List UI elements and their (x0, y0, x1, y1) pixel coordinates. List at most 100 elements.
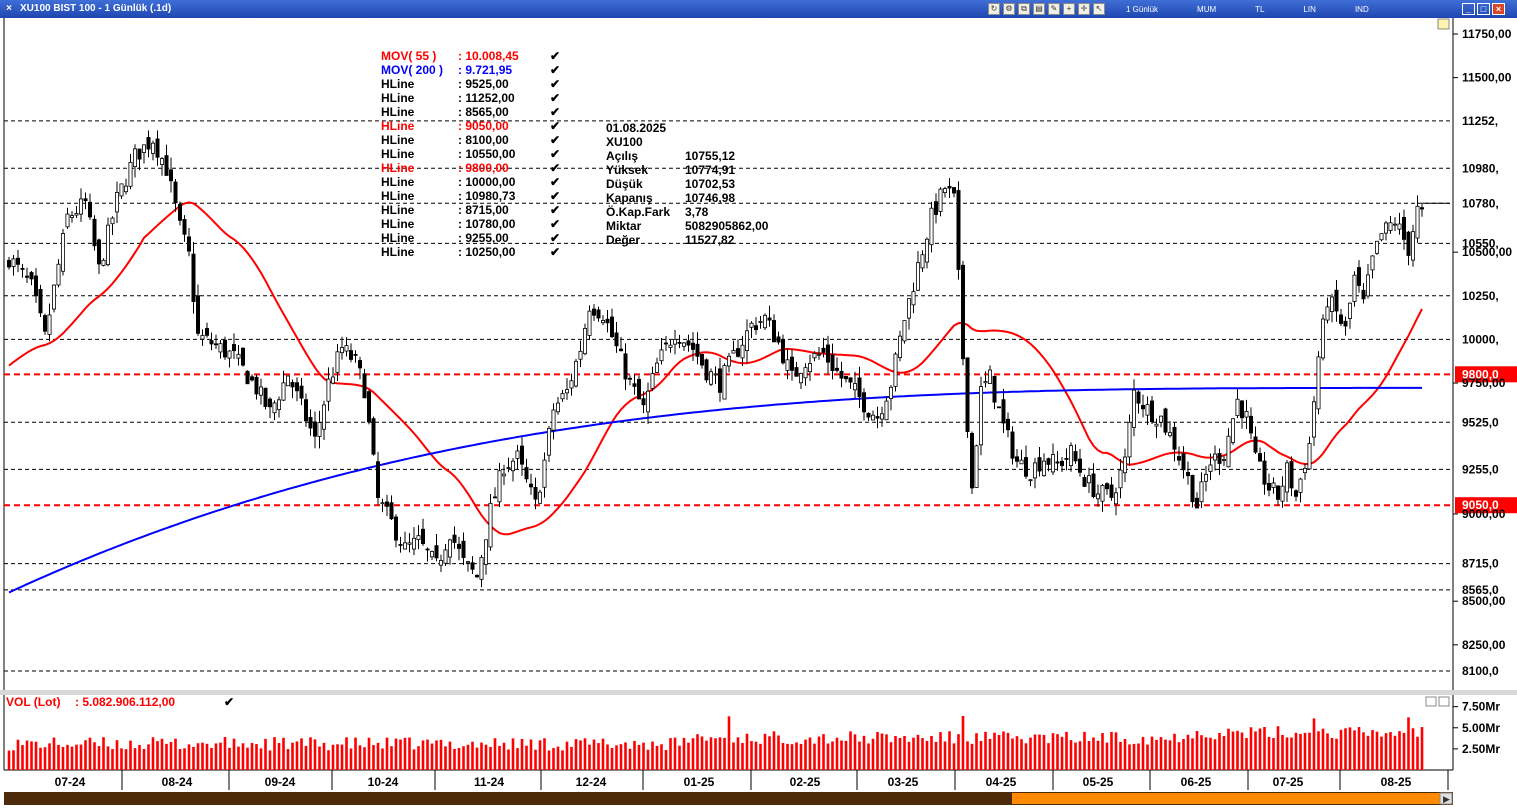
candle[interactable] (1285, 459, 1290, 502)
legend-visibility-check-icon[interactable]: ✔ (550, 119, 560, 133)
pane-splitter[interactable] (0, 690, 1517, 695)
candle[interactable] (204, 322, 209, 338)
candle[interactable] (556, 396, 561, 415)
candle[interactable] (56, 259, 61, 288)
legend-name-12[interactable]: HLine (381, 217, 415, 231)
candle[interactable] (1015, 448, 1020, 468)
candle[interactable] (1357, 260, 1362, 293)
candle[interactable] (267, 397, 272, 419)
legend-name-2[interactable]: HLine (381, 77, 415, 91)
candle[interactable] (794, 361, 799, 377)
candle[interactable] (150, 140, 155, 161)
candle[interactable] (1415, 195, 1420, 243)
candle[interactable] (682, 342, 687, 351)
candle[interactable] (357, 356, 362, 380)
candle[interactable] (155, 130, 160, 166)
maximize-icon[interactable]: □ (1477, 3, 1490, 15)
candle[interactable] (785, 348, 790, 380)
refresh-icon[interactable]: ↻ (988, 3, 1000, 15)
candle[interactable] (1078, 448, 1083, 477)
candle[interactable] (290, 379, 295, 399)
candle[interactable] (339, 336, 344, 360)
legend-visibility-check-icon[interactable]: ✔ (550, 133, 560, 147)
candle[interactable] (1114, 487, 1119, 516)
candle[interactable] (15, 249, 20, 273)
candle[interactable] (533, 477, 538, 510)
legend-name-7[interactable]: HLine (381, 147, 415, 161)
candle[interactable] (911, 282, 916, 314)
candle[interactable] (398, 536, 403, 553)
candle[interactable] (520, 436, 525, 477)
candle[interactable] (713, 366, 718, 384)
candle[interactable] (893, 352, 898, 392)
candle[interactable] (1087, 467, 1092, 493)
candle[interactable] (605, 310, 610, 333)
candle[interactable] (74, 205, 79, 218)
candle[interactable] (790, 348, 795, 381)
candle[interactable] (1145, 396, 1150, 426)
candle[interactable] (119, 183, 124, 199)
legend-visibility-check-icon[interactable]: ✔ (550, 231, 560, 245)
candle[interactable] (285, 375, 290, 387)
candle[interactable] (1037, 446, 1042, 477)
candle[interactable] (1069, 442, 1074, 472)
candle[interactable] (200, 329, 205, 346)
candle[interactable] (124, 178, 129, 195)
candle[interactable] (366, 389, 371, 425)
legend-visibility-check-icon[interactable]: ✔ (550, 91, 560, 105)
candle[interactable] (983, 371, 988, 388)
candle[interactable] (637, 375, 642, 400)
legend-name-9[interactable]: HLine (381, 175, 415, 189)
candle[interactable] (686, 334, 691, 352)
candle[interactable] (38, 284, 43, 317)
candle[interactable] (560, 390, 565, 402)
candle[interactable] (61, 229, 66, 276)
candle[interactable] (583, 323, 588, 356)
candle[interactable] (101, 258, 106, 267)
candle[interactable] (209, 332, 214, 351)
candle[interactable] (429, 550, 434, 561)
candle[interactable] (375, 451, 380, 505)
candle[interactable] (1343, 316, 1348, 336)
indicator-selector[interactable]: IND (1354, 4, 1369, 14)
candle[interactable] (1096, 484, 1101, 507)
legend-visibility-check-icon[interactable]: ✔ (550, 245, 560, 259)
candle[interactable] (245, 370, 250, 385)
candle[interactable] (182, 215, 187, 242)
candle[interactable] (258, 378, 263, 405)
candle[interactable] (695, 332, 700, 365)
candle[interactable] (916, 251, 921, 291)
candle[interactable] (227, 350, 232, 368)
candle[interactable] (988, 365, 993, 384)
price-chart[interactable]: 11252, 10980, 10780, 10550, 10250, 10000, 9800… (0, 18, 1517, 810)
candle[interactable] (547, 425, 552, 463)
candle[interactable] (925, 237, 930, 269)
candle[interactable] (312, 411, 317, 449)
candle[interactable] (1060, 457, 1065, 473)
candle[interactable] (488, 493, 493, 551)
candle[interactable] (353, 350, 358, 363)
candle[interactable] (1352, 271, 1357, 307)
candle[interactable] (817, 346, 822, 360)
legend-name-4[interactable]: HLine (381, 105, 415, 119)
candle[interactable] (321, 400, 326, 441)
candle[interactable] (907, 298, 912, 330)
candle[interactable] (1159, 415, 1164, 428)
candle[interactable] (848, 377, 853, 389)
legend-name-6[interactable]: HLine (381, 133, 415, 147)
candle[interactable] (52, 284, 57, 313)
candle[interactable] (402, 531, 407, 550)
candle[interactable] (1127, 414, 1132, 466)
legend-visibility-check-icon[interactable]: ✔ (550, 217, 560, 231)
candle[interactable] (1181, 446, 1186, 479)
candle[interactable] (1244, 399, 1249, 429)
candle[interactable] (542, 452, 547, 498)
candle[interactable] (231, 333, 236, 359)
candle[interactable] (1163, 407, 1168, 436)
candle[interactable] (704, 358, 709, 383)
candle[interactable] (191, 242, 196, 314)
candle[interactable] (483, 539, 488, 575)
candle[interactable] (380, 498, 385, 513)
volume-pane-close-icon[interactable] (1438, 696, 1450, 707)
candle[interactable] (668, 339, 673, 353)
